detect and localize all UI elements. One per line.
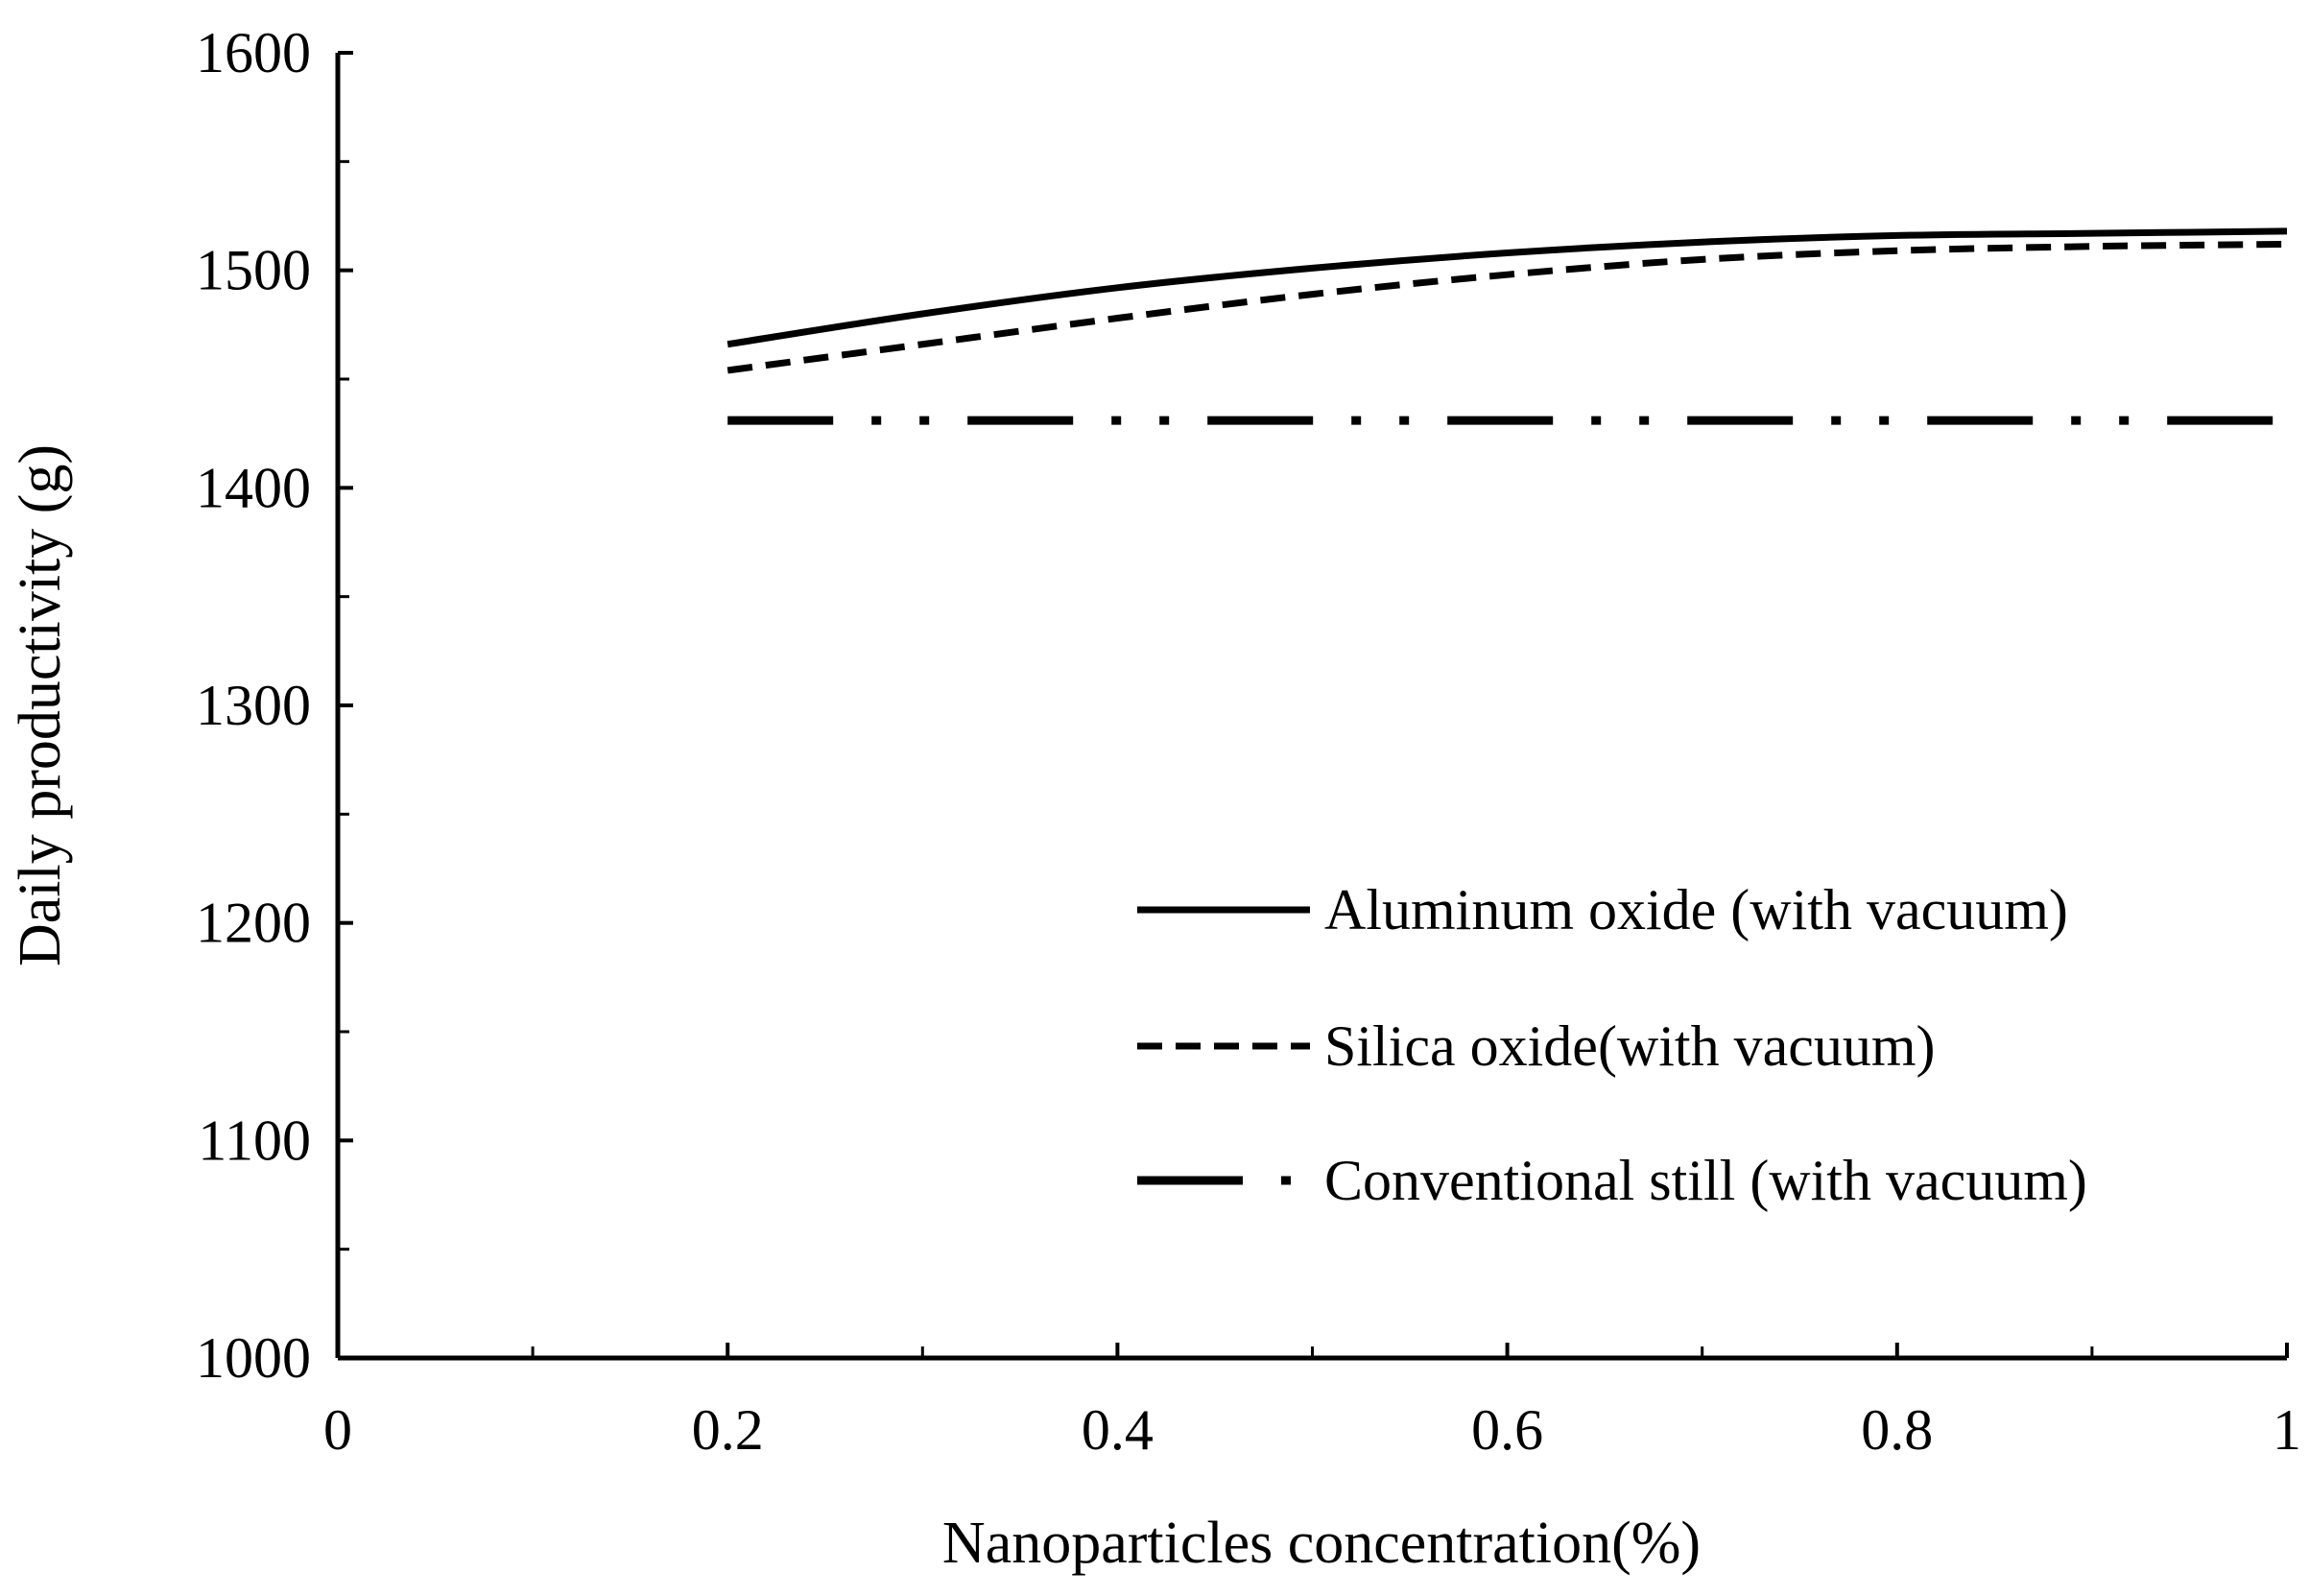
y-tick-label: 1400 [196, 456, 311, 519]
legend-label-2: Silica oxide(with vacuum) [1324, 1014, 1936, 1078]
legend-label-1: Aluminum oxide (with vacuum) [1324, 878, 2068, 941]
y-tick-label: 1200 [196, 892, 311, 955]
y-tick-label: 1500 [196, 239, 311, 302]
x-tick-label: 0.8 [1861, 1398, 1933, 1462]
x-tick-label: 1 [2273, 1398, 2301, 1462]
x-tick-label: 0.6 [1471, 1398, 1543, 1462]
legend-label-3: Conventional still (with vacuum) [1324, 1149, 2087, 1212]
y-tick-label: 1300 [196, 674, 311, 737]
y-axis-title: Daily productivity (g) [8, 444, 73, 966]
series-line-1 [726, 227, 2288, 348]
legend: Aluminum oxide (with vacuum) Silica oxide… [1137, 878, 2087, 1212]
x-tick-label: 0 [323, 1398, 352, 1462]
series-lines [726, 227, 2288, 425]
y-tick-label: 1100 [198, 1108, 311, 1172]
y-tick-label: 1600 [196, 21, 311, 84]
x-axis-title: Nanoparticles concentration(%) [942, 1511, 1701, 1576]
y-tick-label: 1000 [196, 1326, 311, 1390]
x-tick-label: 0.2 [692, 1398, 764, 1462]
series-line-2 [726, 240, 2288, 374]
x-tick-label: 0.4 [1082, 1398, 1154, 1462]
ticks: 1000 1100 1200 1300 1400 1500 1600 0 0.2 0.4 0.6 0.… [196, 21, 2301, 1462]
